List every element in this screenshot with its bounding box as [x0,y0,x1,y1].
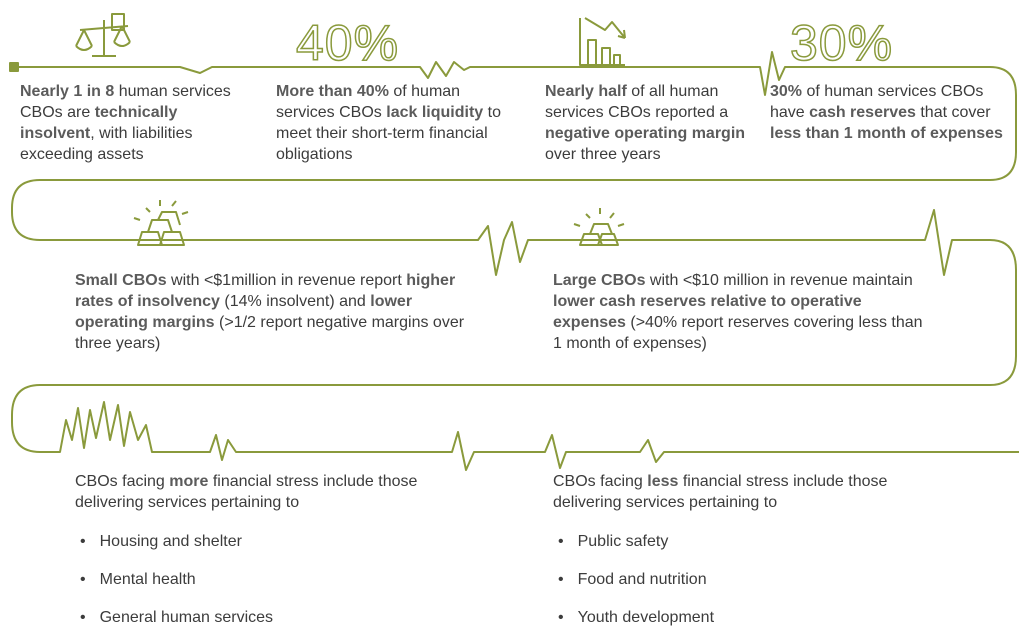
text: of all human services CBOs reported a [545,83,729,121]
bullet-item: Food and nutrition [558,571,714,609]
bullet-item: Public safety [558,533,714,571]
text: with <$1million in revenue report [166,272,407,289]
strong-text: negative operating margin [545,125,746,142]
strong-text: Nearly half [545,83,627,100]
text: financial stress include those deliverin… [75,473,418,511]
strong-text: lower cash reserves relative to operativ… [553,293,862,331]
strong-text: higher rates of insolvency [75,272,456,310]
strong-text: lower operating margins [75,293,413,331]
strong-text: less [647,473,679,490]
text: CBOs facing [75,473,170,490]
text-block: CBOs facing less financial stress includ… [553,471,903,513]
text-block: Small CBOs with <$1million in revenue re… [75,270,475,354]
bullet-item: Youth development [558,609,714,628]
gold-icon [573,208,625,246]
text: (>1/2 report negative margins over three… [75,314,465,352]
text: CBOs facing [553,473,648,490]
text-block: Large CBOs with <$10 million in revenue … [553,270,923,354]
text-block: 30% of human services CBOs have cash res… [770,81,1005,144]
strong-text: 30% [770,83,803,100]
strong-text: lack liquidity [386,104,484,121]
text-block: Nearly 1 in 8 human services CBOs are te… [20,81,250,165]
text: , with liabilities exceeding assets [20,125,193,163]
bullet-item: General human services [80,609,273,628]
bullet-item: Mental health [80,571,273,609]
bullet-list: Public safetyFood and nutritionYouth dev… [558,533,714,628]
text: to meet their short-term financial oblig… [276,104,501,163]
text-block: CBOs facing more financial stress includ… [75,471,425,513]
strong-text: cash reserves [809,104,916,121]
strong-text: More than 40% [276,83,389,100]
text: of human services CBOs [276,83,461,121]
text: human services CBOs are [20,83,231,121]
strong-text: more [169,473,209,490]
strong-text: technically insolvent [20,104,178,142]
text: that cover [915,104,991,121]
text: financial stress include those deliverin… [553,473,888,511]
text: (14% insolvent) and [219,293,371,310]
scales-icon [75,13,131,57]
strong-text: Nearly 1 in 8 [20,83,115,100]
text: over three years [545,146,661,163]
strong-text: less than 1 month of expenses [770,125,1003,142]
text: of human services CBOs have [770,83,984,121]
bullet-list: Housing and shelterMental healthGeneral … [80,533,273,628]
bullet-item: Housing and shelter [80,533,273,571]
text-block: Nearly half of all human services CBOs r… [545,81,755,165]
chart-icon [579,17,626,66]
big-figure: 30% [789,14,894,72]
text: (>40% report reserves covering less than… [553,314,923,352]
strong-text: Large CBOs [553,272,646,289]
big-figure: 40% [295,14,400,72]
text-block: More than 40% of human services CBOs lac… [276,81,516,165]
strong-text: Small CBOs [75,272,167,289]
gold-icon [133,200,189,246]
text: with <$10 million in revenue maintain [645,272,913,289]
path-line [11,51,1019,471]
